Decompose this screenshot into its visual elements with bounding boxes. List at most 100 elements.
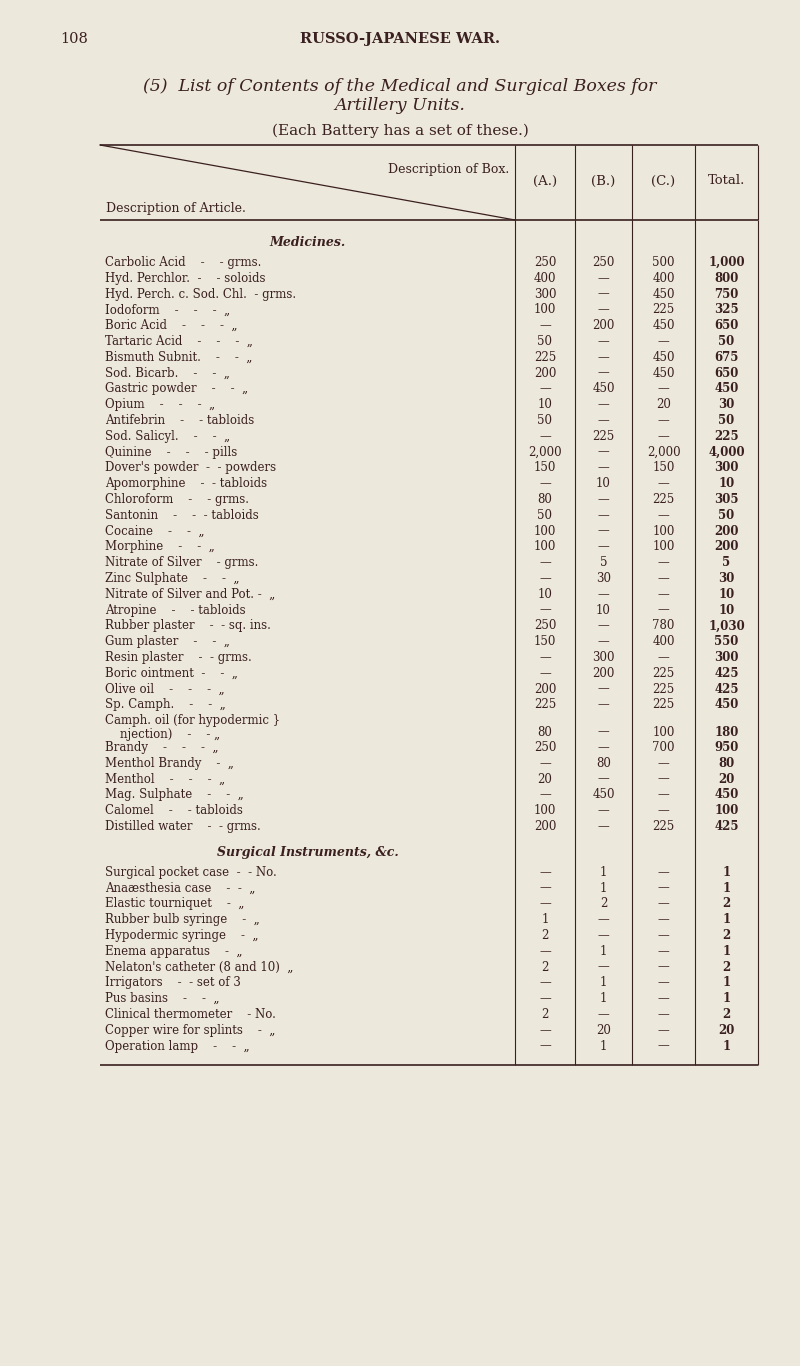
Text: 700: 700	[652, 740, 674, 754]
Text: Gastric powder    -    -  „: Gastric powder - - „	[105, 382, 248, 395]
Text: —: —	[598, 541, 610, 553]
Text: Antifebrin    -    - tabloids: Antifebrin - - tabloids	[105, 414, 254, 428]
Text: —: —	[598, 683, 610, 695]
Text: 180: 180	[714, 725, 738, 739]
Text: 150: 150	[534, 462, 556, 474]
Text: —: —	[539, 977, 551, 989]
Text: —: —	[658, 914, 670, 926]
Text: —: —	[598, 272, 610, 284]
Text: —: —	[658, 992, 670, 1005]
Text: 50: 50	[538, 335, 553, 348]
Text: Menthol Brandy    -  „: Menthol Brandy - „	[105, 757, 234, 770]
Text: 425: 425	[714, 667, 738, 680]
Text: —: —	[598, 1008, 610, 1020]
Text: —: —	[658, 960, 670, 974]
Text: 1,030: 1,030	[708, 619, 745, 632]
Text: Zinc Sulphate    -    -  „: Zinc Sulphate - - „	[105, 572, 239, 585]
Text: 780: 780	[652, 619, 674, 632]
Text: 150: 150	[652, 462, 674, 474]
Text: 1: 1	[600, 881, 607, 895]
Text: 10: 10	[718, 477, 734, 490]
Text: 200: 200	[534, 820, 556, 833]
Text: —: —	[539, 881, 551, 895]
Text: 800: 800	[714, 272, 738, 284]
Text: RUSSO-JAPANESE WAR.: RUSSO-JAPANESE WAR.	[300, 31, 500, 46]
Text: —: —	[598, 462, 610, 474]
Text: 675: 675	[714, 351, 738, 363]
Text: 1: 1	[600, 866, 607, 878]
Text: 425: 425	[714, 820, 738, 833]
Text: —: —	[539, 556, 551, 570]
Text: Resin plaster    -  - grms.: Resin plaster - - grms.	[105, 652, 252, 664]
Text: —: —	[598, 725, 610, 739]
Text: 100: 100	[652, 541, 674, 553]
Text: 100: 100	[652, 525, 674, 538]
Text: Nitrate of Silver    - grms.: Nitrate of Silver - grms.	[105, 556, 258, 570]
Text: —: —	[658, 881, 670, 895]
Text: —: —	[658, 1008, 670, 1020]
Text: 200: 200	[534, 683, 556, 695]
Text: Mag. Sulphate    -    -  „: Mag. Sulphate - - „	[105, 788, 244, 802]
Text: —: —	[658, 414, 670, 428]
Text: 250: 250	[534, 255, 556, 269]
Text: 550: 550	[714, 635, 738, 649]
Text: Santonin    -    -  - tabloids: Santonin - - - tabloids	[105, 508, 258, 522]
Text: —: —	[658, 604, 670, 616]
Text: —: —	[539, 757, 551, 770]
Text: Artillery Units.: Artillery Units.	[334, 97, 466, 113]
Text: 10: 10	[596, 477, 611, 490]
Text: —: —	[658, 977, 670, 989]
Text: 425: 425	[714, 683, 738, 695]
Text: 1,000: 1,000	[708, 255, 745, 269]
Text: Chloroform    -    - grms.: Chloroform - - grms.	[105, 493, 249, 505]
Text: —: —	[539, 866, 551, 878]
Text: Brandy    -    -    -  „: Brandy - - - „	[105, 740, 218, 754]
Text: Nelaton's catheter (8 and 10)  „: Nelaton's catheter (8 and 10) „	[105, 960, 294, 974]
Text: 450: 450	[652, 320, 674, 332]
Text: 2: 2	[722, 897, 730, 910]
Text: —: —	[658, 788, 670, 802]
Text: 20: 20	[656, 399, 671, 411]
Text: Menthol    -    -    -  „: Menthol - - - „	[105, 773, 225, 785]
Text: —: —	[658, 1040, 670, 1053]
Text: 2: 2	[722, 929, 730, 943]
Text: Enema apparatus    -  „: Enema apparatus - „	[105, 945, 242, 958]
Text: 1: 1	[722, 881, 730, 895]
Text: 250: 250	[592, 255, 614, 269]
Text: Carbolic Acid    -    - grms.: Carbolic Acid - - grms.	[105, 255, 262, 269]
Text: 200: 200	[714, 525, 738, 538]
Text: 750: 750	[714, 288, 738, 301]
Text: 10: 10	[718, 587, 734, 601]
Text: 200: 200	[592, 320, 614, 332]
Text: —: —	[539, 788, 551, 802]
Text: —: —	[598, 587, 610, 601]
Text: 10: 10	[718, 604, 734, 616]
Text: 225: 225	[592, 430, 614, 443]
Text: —: —	[658, 572, 670, 585]
Text: Distilled water    -  - grms.: Distilled water - - grms.	[105, 820, 261, 833]
Text: (B.): (B.)	[591, 175, 616, 187]
Text: 225: 225	[652, 683, 674, 695]
Text: —: —	[598, 399, 610, 411]
Text: Rubber plaster    -  - sq. ins.: Rubber plaster - - sq. ins.	[105, 619, 271, 632]
Text: —: —	[539, 1023, 551, 1037]
Text: 200: 200	[714, 541, 738, 553]
Text: 100: 100	[534, 525, 556, 538]
Text: Iodoform    -    -    -  „: Iodoform - - - „	[105, 303, 230, 317]
Text: 450: 450	[714, 788, 738, 802]
Text: 225: 225	[714, 430, 739, 443]
Text: Olive oil    -    -    -  „: Olive oil - - - „	[105, 683, 225, 695]
Text: 10: 10	[596, 604, 611, 616]
Text: 305: 305	[714, 493, 738, 505]
Text: 650: 650	[714, 320, 738, 332]
Text: —: —	[539, 382, 551, 395]
Text: —: —	[598, 493, 610, 505]
Text: 225: 225	[652, 303, 674, 317]
Text: —: —	[539, 992, 551, 1005]
Text: 20: 20	[538, 773, 553, 785]
Text: 1: 1	[722, 945, 730, 958]
Text: Hyd. Perchlor.  -    - soloids: Hyd. Perchlor. - - soloids	[105, 272, 266, 284]
Text: —: —	[658, 757, 670, 770]
Text: Apomorphine    -  - tabloids: Apomorphine - - tabloids	[105, 477, 267, 490]
Text: —: —	[539, 572, 551, 585]
